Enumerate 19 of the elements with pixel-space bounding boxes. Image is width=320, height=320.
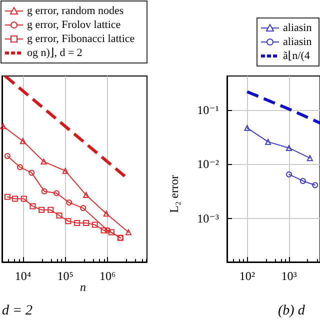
x-tick-label: 10⁴ xyxy=(14,269,32,283)
x-axis-title: n xyxy=(80,280,86,294)
text: d = 2 xyxy=(2,304,32,318)
legend-label: g error, random nodes xyxy=(27,5,124,17)
legend-label: g error, Fibonacci lattice xyxy=(27,33,135,45)
x-tick-label: 10⁵ xyxy=(57,269,74,283)
legend-label: g error, Frolov lattice xyxy=(27,19,121,31)
legend-label: og n)⌋, d = 2 xyxy=(27,47,82,59)
x-tick-label: 10⁶ xyxy=(100,269,116,283)
y-tick-label: 10⁻² xyxy=(197,157,220,172)
y-tick-label: 10⁻³ xyxy=(197,211,220,226)
legend-label: aliasin xyxy=(283,36,312,48)
text: (b) d xyxy=(278,304,306,318)
legend-label: aliasin xyxy=(283,22,312,34)
legend-label: ã⌊n/(4 xyxy=(283,50,310,62)
y-axis-title: L₂ error xyxy=(167,174,181,213)
y-tick-label: 10⁻¹ xyxy=(197,103,220,118)
x-tick-label: 10³ xyxy=(281,269,298,283)
x-tick-label: 10² xyxy=(239,269,256,283)
